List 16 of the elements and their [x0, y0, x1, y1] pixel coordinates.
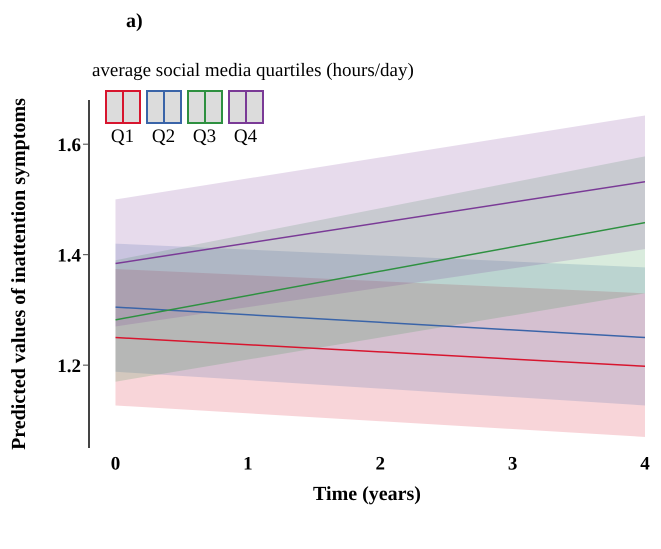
legend-label: Q1 — [110, 126, 134, 148]
y-tick-label: 1.6 — [57, 134, 81, 156]
legend-label: Q2 — [152, 126, 176, 148]
chart-title: a) — [126, 10, 143, 33]
x-tick-label: 1 — [243, 453, 253, 474]
y-tick-label: 1.2 — [57, 356, 81, 377]
legend-label: Q3 — [192, 126, 216, 148]
x-tick-label: 0 — [110, 453, 120, 474]
legend-label: Q4 — [234, 126, 258, 148]
legend-title: average social media quartiles (hours/day) — [92, 60, 414, 82]
x-axis-title: Time (years) — [313, 483, 421, 505]
y-tick-label: 1.4 — [57, 245, 82, 266]
x-tick-label: 3 — [508, 453, 518, 474]
y-axis-title: Predicted values of inattention symptoms — [8, 98, 30, 450]
x-tick-label: 4 — [640, 453, 650, 474]
x-tick-label: 2 — [375, 453, 385, 474]
